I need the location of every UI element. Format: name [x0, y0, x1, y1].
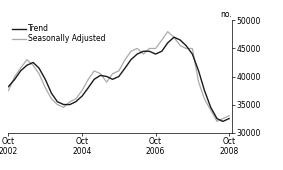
Text: no.: no.	[220, 10, 232, 19]
Legend: Trend, Seasonally Adjusted: Trend, Seasonally Adjusted	[12, 24, 106, 43]
